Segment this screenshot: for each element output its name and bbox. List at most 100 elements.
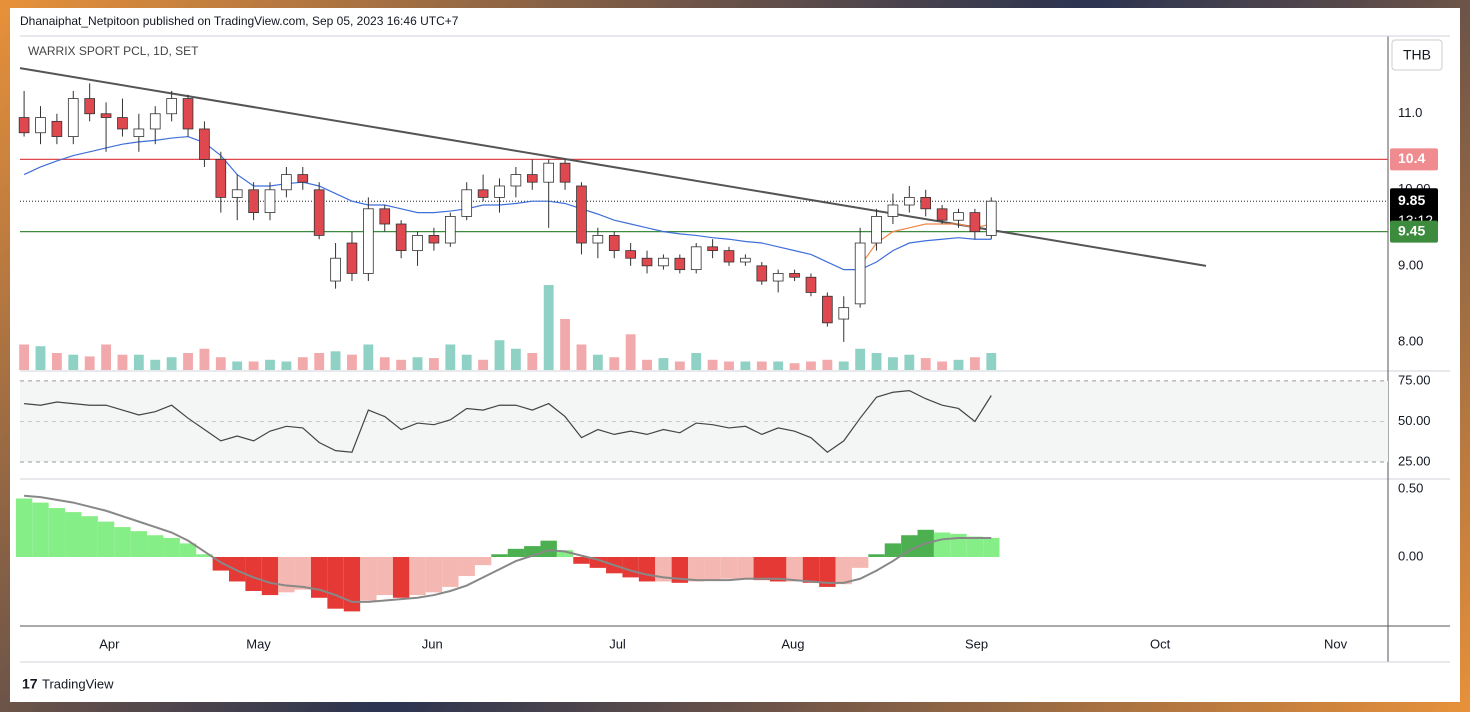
candle-body	[510, 174, 522, 187]
trendline	[19, 67, 1207, 267]
volume-bar	[478, 359, 489, 370]
x-tick-label: Jun	[422, 636, 443, 651]
histogram-bar	[769, 556, 787, 582]
volume-bar	[953, 359, 964, 370]
y-tick-label: 75.00	[1398, 372, 1431, 387]
histogram-bar	[474, 556, 492, 566]
volume-bar	[232, 361, 243, 370]
volume-bar	[543, 285, 554, 370]
x-tick-label: Sep	[965, 636, 988, 651]
histogram-bar	[32, 502, 49, 557]
y-tick-label: 25.00	[1398, 453, 1431, 468]
volume-bar	[215, 357, 226, 370]
logo-mark: 17	[22, 676, 38, 692]
candle-body	[248, 189, 259, 214]
candle-body	[18, 117, 30, 134]
volume-bar	[314, 353, 325, 370]
volume-bar	[330, 351, 341, 370]
histogram-bar	[179, 543, 197, 557]
candle-body	[215, 158, 227, 198]
y-tick-label: 0.00	[1398, 548, 1423, 563]
candle-body	[231, 189, 243, 198]
volume-bar	[248, 361, 259, 370]
candle-body	[969, 212, 981, 233]
histogram-bar	[409, 556, 426, 596]
histogram-bar	[81, 516, 98, 557]
candle-body	[117, 117, 128, 130]
candle-body	[182, 98, 194, 130]
candle-body	[641, 257, 653, 267]
volume-bar	[937, 361, 948, 370]
price-label-box	[1390, 220, 1438, 243]
candle-body	[51, 120, 63, 137]
volume-bar	[101, 344, 111, 370]
histogram-bar	[15, 498, 33, 557]
histogram-bar	[114, 527, 131, 557]
volume-bar	[560, 319, 570, 370]
histogram-bar	[720, 556, 738, 579]
histogram-bar	[573, 556, 590, 564]
histogram-bar	[278, 556, 295, 593]
histogram-bar	[737, 556, 754, 579]
histogram-bar	[884, 543, 902, 557]
volume-bar	[920, 358, 931, 370]
candle-body	[84, 98, 95, 115]
candle-body	[592, 235, 604, 244]
volume-bar	[986, 353, 997, 370]
histogram-bar	[540, 540, 557, 557]
candle-body	[772, 273, 784, 282]
volume-bar	[576, 344, 587, 370]
candle-body	[904, 196, 915, 206]
volume-bar	[609, 357, 620, 370]
histogram-bar	[425, 556, 443, 593]
price-label-box	[1390, 148, 1438, 171]
candle-body	[444, 216, 456, 244]
candle-body	[887, 204, 899, 217]
x-tick-label: Nov	[1324, 636, 1348, 651]
volume-bar	[806, 361, 816, 370]
volume-bar	[740, 361, 751, 370]
volume-bar	[19, 344, 30, 370]
currency-box[interactable]	[1391, 39, 1443, 71]
candle-body	[166, 98, 177, 115]
volume-bar	[396, 359, 407, 370]
histogram-bar	[966, 536, 984, 557]
x-tick-label: Oct	[1150, 636, 1171, 651]
price-label: 10.4	[1398, 150, 1425, 166]
y-tick-label: 11.0	[1398, 105, 1422, 120]
volume-bar	[674, 361, 685, 370]
signal-line	[24, 494, 992, 603]
volume-bar	[429, 358, 439, 370]
histogram-bar	[819, 556, 836, 587]
candle-body	[838, 307, 850, 320]
candle-body	[576, 185, 587, 244]
histogram-bar	[704, 556, 721, 581]
volume-bar	[68, 354, 79, 370]
candle-body	[805, 276, 817, 293]
volume-bar	[707, 359, 718, 370]
rsi-line	[24, 390, 992, 453]
x-tick-label: Aug	[781, 636, 804, 651]
histogram-bar	[97, 521, 115, 557]
candle-body	[412, 235, 423, 252]
candle-body	[35, 117, 46, 134]
histogram-bar	[671, 556, 689, 583]
candle-body	[625, 250, 636, 259]
volume-bar	[855, 348, 866, 370]
candle-body	[379, 208, 391, 225]
volume-bar	[642, 359, 652, 370]
candle-body	[330, 257, 341, 282]
histogram-bar	[950, 533, 967, 557]
histogram-bar	[802, 556, 820, 583]
candle-body	[740, 257, 751, 263]
candle-body	[723, 250, 735, 263]
volume-bar	[166, 357, 177, 370]
histogram-bar	[622, 556, 639, 578]
volume-bar	[510, 348, 521, 370]
histogram-bar	[638, 556, 656, 582]
volume-bar	[724, 361, 734, 370]
volume-bar	[658, 358, 669, 370]
price-label: 9.85	[1398, 192, 1425, 208]
volume-bar	[773, 361, 784, 370]
y-tick-label: 9.00	[1398, 257, 1423, 272]
